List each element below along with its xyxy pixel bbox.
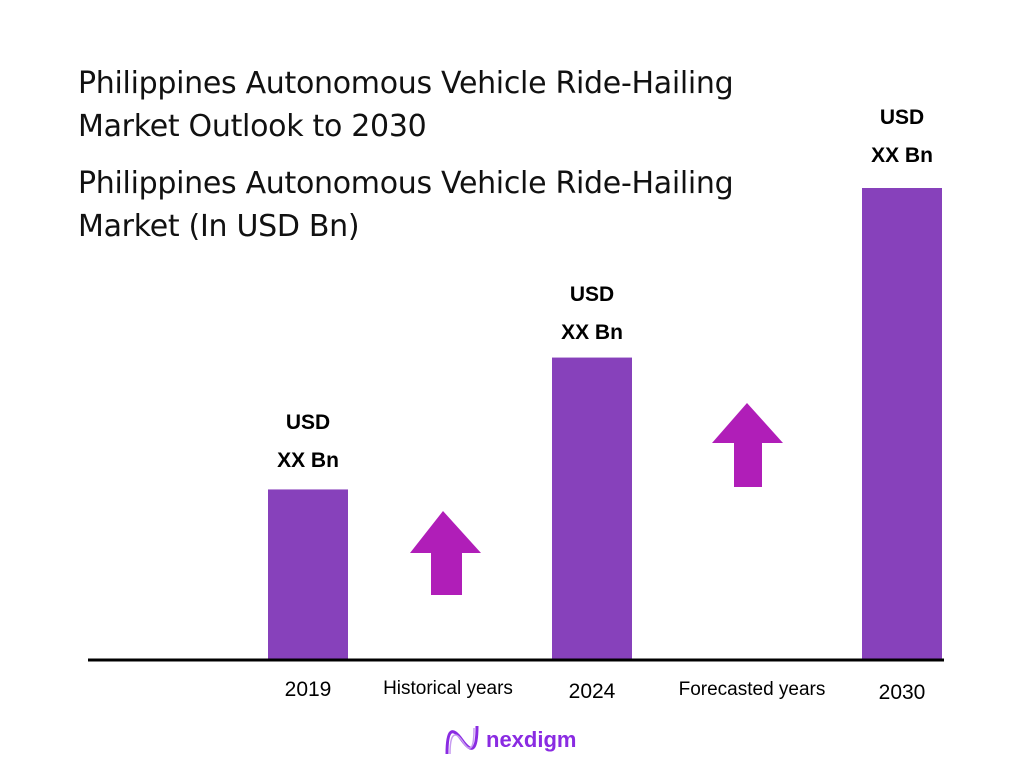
arrow-up-icon-historical <box>410 511 481 595</box>
bar-2019 <box>268 489 348 659</box>
data-label-2024: USD XX Bn <box>561 283 623 344</box>
forecasted-years-label: Forecasted years <box>678 679 826 700</box>
bar-2024 <box>552 357 632 659</box>
x-tick-2019: 2019 <box>284 678 332 701</box>
data-label-2019: USD XX Bn <box>277 411 339 472</box>
chart-title: Philippines Autonomous Vehicle Ride-Hail… <box>78 66 734 144</box>
historical-years-label: Historical years <box>383 678 513 699</box>
chart-subtitle: Philippines Autonomous Vehicle Ride-Hail… <box>78 166 734 244</box>
x-tick-2024: 2024 <box>568 680 616 703</box>
data-label-2030: USD XX Bn <box>871 106 933 167</box>
nexdigm-logo: nexdigm <box>444 724 576 756</box>
bar-2030 <box>862 188 942 659</box>
x-tick-2030: 2030 <box>878 681 926 704</box>
nexdigm-logo-icon <box>445 725 479 755</box>
arrow-up-icon-forecast <box>712 403 783 487</box>
